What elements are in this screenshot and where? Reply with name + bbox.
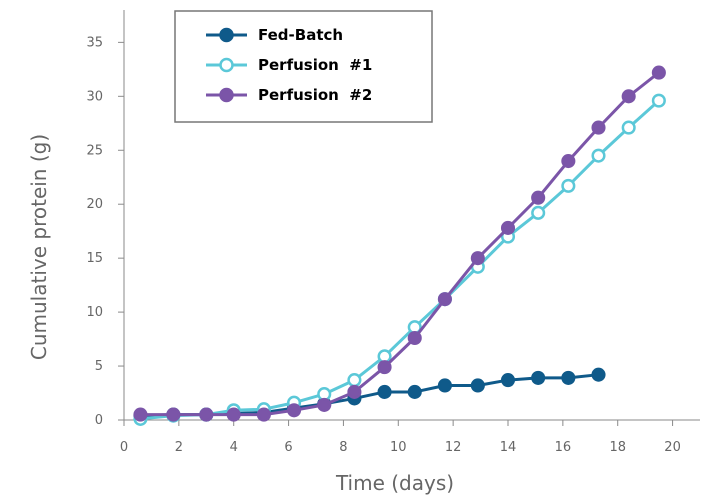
legend-entry-perfusion-2: Perfusion #2 [206, 86, 372, 104]
x-tick-label: 10 [390, 440, 407, 455]
tick-marks: 0 2 4 6 8 10 12 14 16 18 20 0 5 10 15 20 25 30 35 [86, 35, 680, 455]
x-tick-label: 12 [445, 440, 462, 455]
axes [123, 10, 700, 421]
legend-entry-perfusion-1: Perfusion #1 [206, 56, 372, 74]
data-point-fed-batch [437, 378, 452, 393]
x-tick-label: 18 [609, 440, 626, 455]
x-axis-title: Time (days) [335, 471, 454, 495]
x-tick-label: 16 [555, 440, 572, 455]
legend-box [174, 10, 433, 123]
legend-label-perfusion-1: Perfusion #1 [258, 56, 372, 74]
data-point-fed-batch [561, 370, 576, 385]
legend-marker-fed-batch [219, 27, 234, 43]
data-point-perfusion-1 [591, 148, 606, 163]
data-point-perfusion-1 [651, 93, 666, 108]
legend-entry-fed-batch: Fed-Batch [206, 26, 343, 44]
data-point-fed-batch [531, 370, 546, 385]
legend: Fed-Batch Perfusion #1 Perfusion #2 [174, 10, 433, 123]
legend-label-fed-batch: Fed-Batch [258, 26, 343, 44]
data-point-perfusion-2 [591, 120, 606, 135]
data-point-fed-batch [377, 384, 392, 399]
data-point-perfusion-2 [317, 397, 332, 412]
data-point-fed-batch [591, 367, 606, 382]
y-tick-label: 25 [86, 143, 103, 158]
y-axis-title: Cumulative protein (g) [27, 134, 51, 360]
y-tick-label: 10 [86, 305, 103, 320]
data-point-perfusion-2 [166, 407, 181, 422]
data-point-fed-batch [470, 378, 485, 393]
data-point-perfusion-2 [256, 407, 271, 422]
data-point-perfusion-1 [621, 120, 636, 135]
y-tick-label: 0 [95, 413, 103, 428]
data-point-perfusion-2 [531, 190, 546, 205]
y-tick-label: 5 [95, 359, 103, 374]
x-tick-label: 8 [339, 440, 347, 455]
y-tick-label: 30 [86, 89, 103, 104]
legend-label-perfusion-2: Perfusion #2 [258, 86, 372, 104]
x-tick-label: 14 [500, 440, 517, 455]
data-point-perfusion-2 [226, 407, 241, 422]
data-point-perfusion-1 [561, 178, 576, 193]
data-point-perfusion-2 [133, 407, 148, 422]
data-point-perfusion-2 [651, 65, 666, 80]
data-point-perfusion-2 [561, 154, 576, 169]
data-point-perfusion-2 [500, 220, 516, 235]
data-point-fed-batch [500, 373, 516, 388]
data-point-perfusion-2 [347, 384, 362, 399]
x-tick-label: 4 [230, 440, 238, 455]
data-point-fed-batch [407, 384, 422, 399]
legend-marker-perfusion-2 [219, 87, 234, 103]
data-point-perfusion-2 [407, 330, 422, 346]
y-tick-label: 15 [86, 251, 103, 266]
data-point-perfusion-2 [621, 89, 636, 104]
data-point-perfusion-2 [377, 360, 392, 375]
y-tick-label: 35 [86, 35, 103, 50]
data-point-perfusion-1 [531, 205, 546, 220]
data-point-perfusion-2 [199, 407, 214, 422]
x-tick-label: 2 [175, 440, 183, 455]
data-point-perfusion-1 [347, 373, 362, 388]
x-tick-label: 6 [284, 440, 292, 455]
x-tick-label: 0 [120, 440, 128, 455]
data-point-perfusion-2 [470, 251, 485, 266]
legend-marker-perfusion-1 [219, 57, 234, 73]
series-layer [133, 65, 666, 426]
series-line-perfusion-2 [138, 71, 661, 417]
data-point-perfusion-2 [287, 403, 302, 418]
y-tick-label: 20 [86, 197, 103, 212]
data-point-perfusion-2 [437, 292, 452, 307]
x-tick-label: 20 [664, 440, 681, 455]
